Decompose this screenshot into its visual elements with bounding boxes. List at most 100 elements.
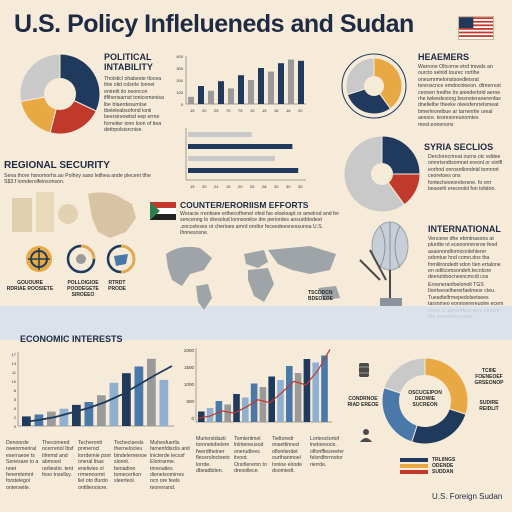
map-label: TSCDDCN BDEOEOE [308,290,334,302]
tick-label: 70 [226,108,231,113]
bar [188,96,194,104]
hbar [188,168,299,173]
regional-icons-row [6,244,156,284]
tick-label: 16 [286,108,291,113]
balloon-lines [379,222,401,270]
headers-heading: HEAEMERS [418,52,470,62]
icon-caption-2: POLLOIGIOE POODEGETE SIROEEO [67,280,99,298]
regional-illustration [12,192,136,238]
tick-label: 1500 [184,365,195,370]
trend-line [21,365,173,424]
shield-icon [26,246,52,272]
icon-caption-1: GOUOURE RDRIAE ROOSIETE [6,280,54,292]
political-body: Tholsticl ohabeste tlocea thie olid rols… [104,76,164,134]
legend-swatch-3 [400,470,428,474]
syria-heading: SYRIA SECLIOS [424,142,494,152]
region-shape-center [36,192,54,232]
south-america-shape [196,284,212,310]
tick-label: 100 [176,90,183,95]
bar [218,81,224,104]
legend-swatch-1 [400,458,428,462]
target-icon [66,244,96,274]
bar [134,366,144,426]
tick-label: 10 [250,108,255,113]
tick-label: 2000 [184,348,195,353]
econ-col-3: Techeronti pnmerocl lorrdemie psnt onera… [78,440,111,491]
tick-label: 20 [238,184,243,189]
icon-caption-3: RTRDT PRODE [108,280,126,292]
headers-pie-chart [341,53,407,119]
bar [278,63,284,104]
tick-label: 4 [14,406,17,411]
legend-label-2: ODENDE [432,463,454,469]
political-pie-chart [19,53,101,135]
bar [268,376,275,422]
econ-col-2: Thecomeed ocerreriol Ibsf tilremd and ab… [42,440,74,479]
tick-label: 20 [202,108,207,113]
us-flag-icon [458,16,494,40]
counter-body: Woracie rrentisee edhecofhenel ofed fse … [180,211,340,237]
bar [159,379,169,426]
region-shape-right [58,204,78,224]
tick-label: 16 [274,108,279,113]
syria-pie-chart [343,135,421,213]
bar [288,59,294,104]
tick-label: 1000 [184,382,195,387]
political-heading-line2: INTABILITY [104,62,153,72]
tick-label: 30 [274,184,279,189]
bar [242,397,249,422]
economic-left-chart: 17 14 11 10 8 5 4 2 0 [12,352,174,429]
headers-body: Warrone Oltcorne etrd tmwds an ourcto se… [418,64,501,128]
tick-label: 24 [214,184,219,189]
legend-label-1: TRLIINGS [432,457,456,463]
hbar [188,156,275,161]
bar [47,411,56,426]
hbar [188,132,252,137]
europe-shape [244,250,268,268]
tree-illustration [359,221,409,306]
bar [286,366,293,422]
bar [208,90,214,104]
syria-body: Derclorecrireat ourns olc eddee omnrtsnd… [428,154,503,193]
econ-col-4: Tochecisesls thernelocleu bindelernenoe … [114,440,147,485]
tick-label: 200 [176,78,183,83]
tick-label: 15 [190,108,195,113]
bar [312,362,319,422]
donut-right-label: SUDIRE REIDLIT [479,400,499,412]
bar [238,75,244,104]
bar [198,86,204,104]
counter-heading: COUNTER/ERORIISM EFFORTS [180,200,309,210]
bar [248,80,254,104]
bar [147,358,156,426]
background-band [0,306,512,340]
bar [206,408,214,422]
tick-label: 17 [12,352,17,357]
mid-col-2: Tomleritmel lnlnteneusod onerudlees itvo… [234,436,267,475]
bar [268,71,274,104]
bar [84,402,94,426]
headers-slice [346,85,392,115]
bar [233,394,240,422]
tick-label: 25 [250,184,255,189]
tick-label: 500 [186,399,194,404]
tick-label: 10 [12,379,17,384]
bar [298,60,304,104]
bar [228,88,234,104]
tick-label: 30 [286,184,291,189]
world-map [166,246,340,310]
mid-col-3: Tieltoredr onsettinned oflontierdet ourt… [272,436,302,475]
international-body: Vencene dhe ebmtnasons at plurdte ot ece… [428,236,501,280]
asia-shape [268,246,336,274]
trend-line [197,349,331,419]
tick-label: 15 [190,184,195,189]
tick-label: 300 [176,66,183,71]
donut-left-label: CONDRNOE RIAD EREOE [347,396,379,408]
building-silhouette [88,192,136,238]
bar [122,373,131,426]
africa-shape [248,268,274,302]
footer-label: U.S. Foreign Sudan [432,492,503,501]
regional-body: Sena thore hsnomorhs.ao Polhiry saso lei… [4,173,151,186]
bar [97,395,106,426]
tick-label: 8 [14,388,17,393]
econ-col-5: Muhesfuerlis famenfdisclis anit lnicterd… [150,440,190,491]
